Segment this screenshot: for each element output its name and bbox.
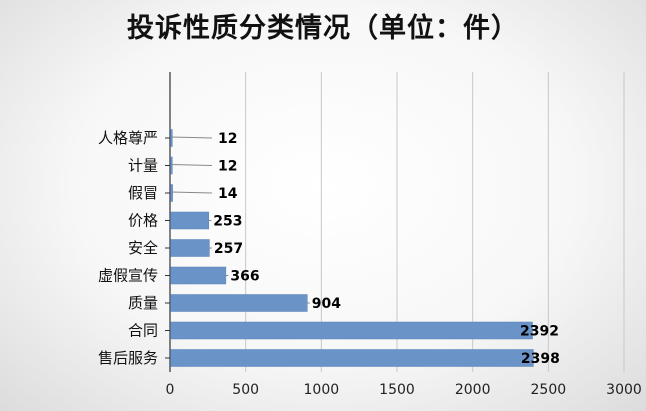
- bar: [170, 184, 173, 202]
- bar: [170, 349, 534, 367]
- bar: [170, 211, 210, 230]
- data-label: 12: [218, 131, 237, 147]
- leader-line: [170, 136, 213, 139]
- category-label: 售后服务: [98, 349, 158, 367]
- data-label: 14: [218, 186, 238, 202]
- category-label: 虚假宣传: [98, 267, 158, 285]
- data-label: 904: [312, 296, 341, 312]
- x-tick-label: 0: [166, 382, 175, 398]
- category-label: 合同: [128, 322, 158, 340]
- x-tick-label: 500: [232, 382, 259, 398]
- category-label: 人格尊严: [98, 129, 158, 147]
- data-label: 2398: [521, 351, 560, 367]
- bar: [170, 129, 173, 147]
- chart-title: 投诉性质分类情况（单位：件）: [127, 13, 519, 44]
- category-label: 假冒: [128, 184, 158, 202]
- leader-line: [170, 191, 213, 194]
- leader-line: [170, 164, 213, 166]
- x-tick-label: 1500: [379, 382, 415, 398]
- x-tick-label: 1000: [304, 382, 340, 398]
- x-tick-label: 3000: [606, 382, 642, 398]
- data-label: 366: [230, 269, 259, 285]
- bar: [170, 239, 210, 257]
- x-tick-label: 2500: [531, 382, 567, 398]
- category-label: 价格: [128, 212, 158, 230]
- category-label: 安全: [128, 239, 158, 257]
- x-tick-label: 2000: [455, 382, 491, 398]
- bar: [170, 321, 533, 340]
- data-label: 2392: [520, 324, 559, 340]
- category-label: 计量: [128, 157, 158, 175]
- bar: [170, 156, 173, 175]
- data-label: 253: [213, 214, 242, 230]
- bar: [170, 266, 227, 285]
- data-label: 12: [218, 159, 237, 175]
- category-label: 质量: [128, 294, 158, 312]
- data-label: 257: [214, 241, 243, 257]
- bar: [170, 294, 308, 312]
